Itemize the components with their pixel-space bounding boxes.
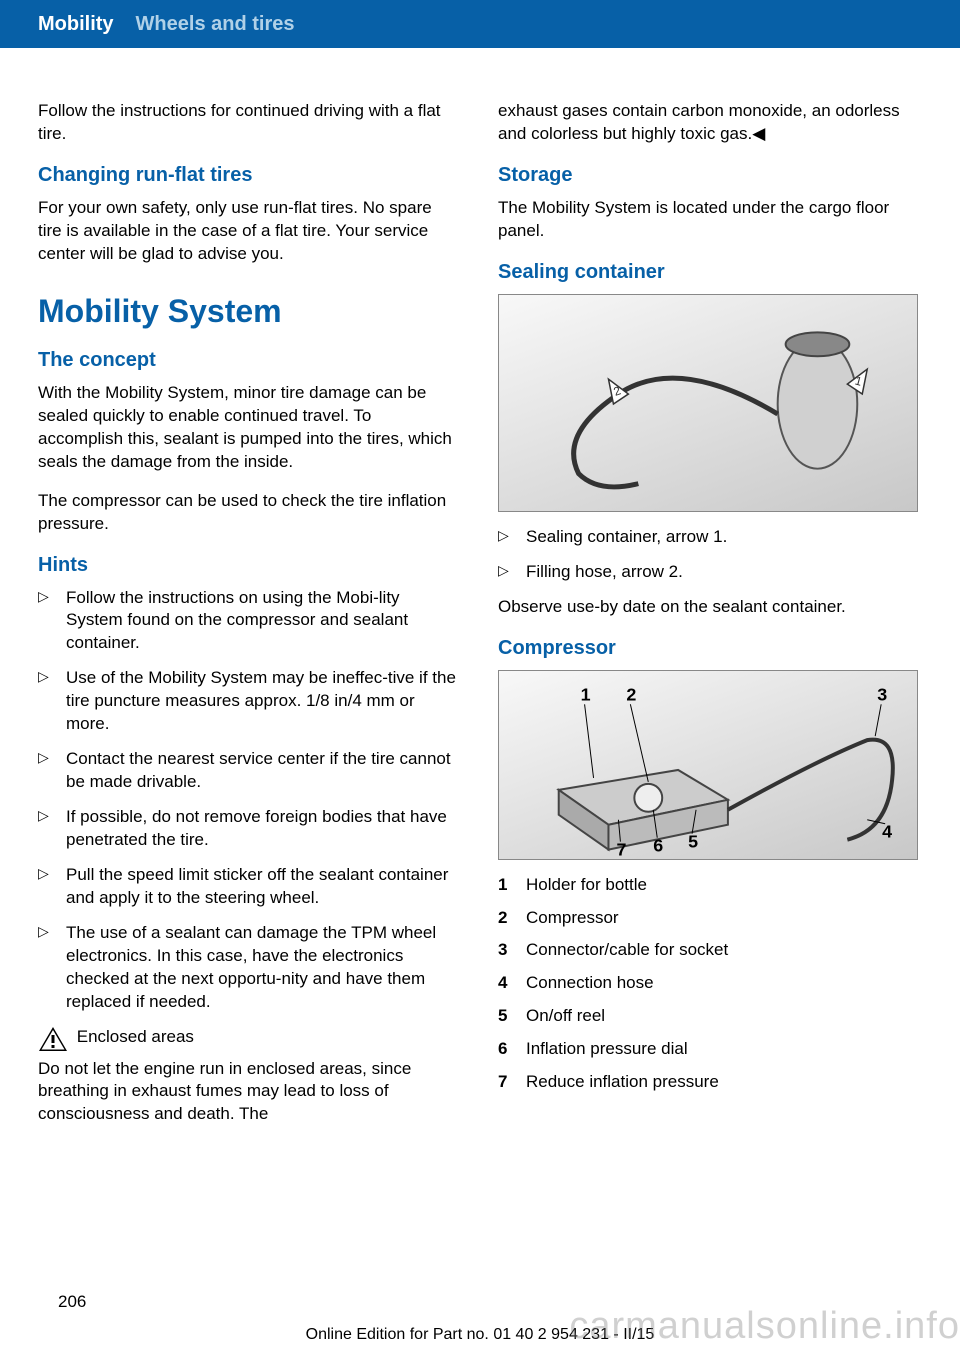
paragraph-concept-2: The compressor can be used to check the …	[38, 490, 458, 536]
paragraph-exhaust: exhaust gases contain carbon monoxide, a…	[498, 100, 918, 146]
compressor-image: 1 2 3 4 5 6 7	[498, 670, 918, 860]
paragraph-changing-tires: For your own safety, only use run-flat t…	[38, 197, 458, 266]
hints-list: Follow the instructions on using the Mob…	[38, 587, 458, 1014]
compressor-list: 1Holder for bottle 2Compressor 3Connecto…	[498, 874, 918, 1095]
right-column: exhaust gases contain carbon monoxide, a…	[498, 100, 918, 1142]
header-section-mobility: Mobility	[38, 13, 114, 36]
heading-hints: Hints	[38, 552, 458, 579]
content-area: Follow the instructions for continued dr…	[0, 48, 960, 1142]
paragraph-observe: Observe use-by date on the sealant conta…	[498, 596, 918, 619]
paragraph-storage: The Mobility System is located under the…	[498, 197, 918, 243]
heading-mobility-system: Mobility System	[38, 290, 458, 333]
warning-icon	[38, 1026, 68, 1052]
sealing-list: Sealing container, arrow 1. Filling hose…	[498, 526, 918, 584]
compressor-item: 6Inflation pressure dial	[498, 1038, 918, 1061]
compressor-item: 2Compressor	[498, 907, 918, 930]
warning-title: Enclosed areas	[77, 1027, 194, 1046]
svg-text:7: 7	[616, 839, 626, 859]
warning-block: Enclosed areas Do not let the engine run…	[38, 1026, 458, 1127]
page-number: 206	[58, 1292, 86, 1312]
svg-text:4: 4	[882, 821, 892, 841]
page-header: Mobility Wheels and tires	[0, 0, 960, 48]
svg-text:2: 2	[626, 684, 636, 704]
warning-body: Do not let the engine run in enclosed ar…	[38, 1058, 458, 1127]
svg-text:3: 3	[877, 684, 887, 704]
header-section-wheels: Wheels and tires	[136, 13, 295, 36]
hint-item: Use of the Mobility System may be ineffe…	[38, 667, 458, 736]
watermark: carmanualsonline.info	[569, 1305, 960, 1348]
svg-text:6: 6	[653, 835, 663, 855]
compressor-item: 5On/off reel	[498, 1005, 918, 1028]
svg-text:5: 5	[688, 831, 698, 851]
compressor-item: 3Connector/cable for socket	[498, 939, 918, 962]
sealing-container-image: 2 1	[498, 294, 918, 512]
svg-text:1: 1	[581, 684, 591, 704]
compressor-item: 4Connection hose	[498, 972, 918, 995]
heading-storage: Storage	[498, 162, 918, 189]
compressor-item: 1Holder for bottle	[498, 874, 918, 897]
compressor-item: 7Reduce inflation pressure	[498, 1071, 918, 1094]
paragraph-concept-1: With the Mobility System, minor tire dam…	[38, 382, 458, 474]
hint-item: Follow the instructions on using the Mob…	[38, 587, 458, 656]
left-column: Follow the instructions for continued dr…	[38, 100, 458, 1142]
heading-changing-tires: Changing run-flat tires	[38, 162, 458, 189]
hint-item: If possible, do not remove foreign bodie…	[38, 806, 458, 852]
sealing-item: Sealing container, arrow 1.	[498, 526, 918, 549]
heading-compressor: Compressor	[498, 635, 918, 662]
intro-paragraph: Follow the instructions for continued dr…	[38, 100, 458, 146]
hint-item: Contact the nearest service center if th…	[38, 748, 458, 794]
hint-item: Pull the speed limit sticker off the sea…	[38, 864, 458, 910]
sealing-item: Filling hose, arrow 2.	[498, 561, 918, 584]
heading-concept: The concept	[38, 347, 458, 374]
heading-sealing: Sealing container	[498, 259, 918, 286]
hint-item: The use of a sealant can damage the TPM …	[38, 922, 458, 1014]
